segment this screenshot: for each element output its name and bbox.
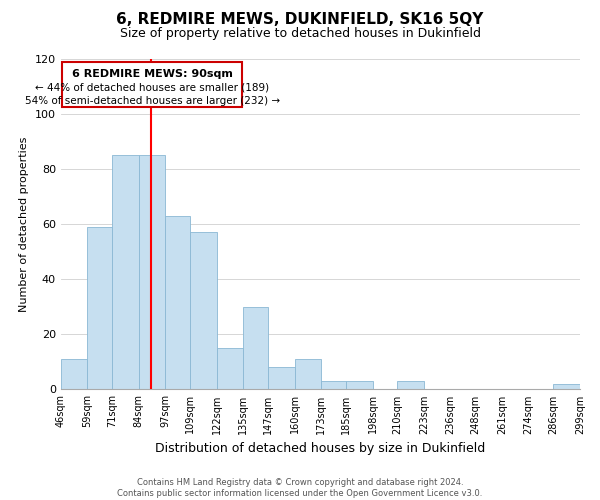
- Bar: [166, 216, 190, 390]
- Bar: [295, 359, 322, 390]
- Bar: [217, 348, 244, 390]
- Bar: [346, 381, 373, 390]
- Bar: [553, 384, 580, 390]
- Text: 54% of semi-detached houses are larger (232) →: 54% of semi-detached houses are larger (…: [25, 96, 280, 106]
- Y-axis label: Number of detached properties: Number of detached properties: [19, 136, 29, 312]
- X-axis label: Distribution of detached houses by size in Dukinfield: Distribution of detached houses by size …: [155, 442, 485, 455]
- Bar: [88, 227, 112, 390]
- Text: ← 44% of detached houses are smaller (189): ← 44% of detached houses are smaller (18…: [35, 82, 269, 92]
- Bar: [190, 232, 217, 390]
- Bar: [322, 381, 346, 390]
- Text: Size of property relative to detached houses in Dukinfield: Size of property relative to detached ho…: [119, 28, 481, 40]
- Bar: [268, 368, 295, 390]
- Text: 6, REDMIRE MEWS, DUKINFIELD, SK16 5QY: 6, REDMIRE MEWS, DUKINFIELD, SK16 5QY: [116, 12, 484, 28]
- Bar: [244, 307, 268, 390]
- Bar: [61, 359, 88, 390]
- Bar: [112, 156, 139, 390]
- Bar: [139, 156, 166, 390]
- FancyBboxPatch shape: [62, 62, 242, 107]
- Text: 6 REDMIRE MEWS: 90sqm: 6 REDMIRE MEWS: 90sqm: [71, 68, 233, 78]
- Text: Contains HM Land Registry data © Crown copyright and database right 2024.
Contai: Contains HM Land Registry data © Crown c…: [118, 478, 482, 498]
- Bar: [397, 381, 424, 390]
